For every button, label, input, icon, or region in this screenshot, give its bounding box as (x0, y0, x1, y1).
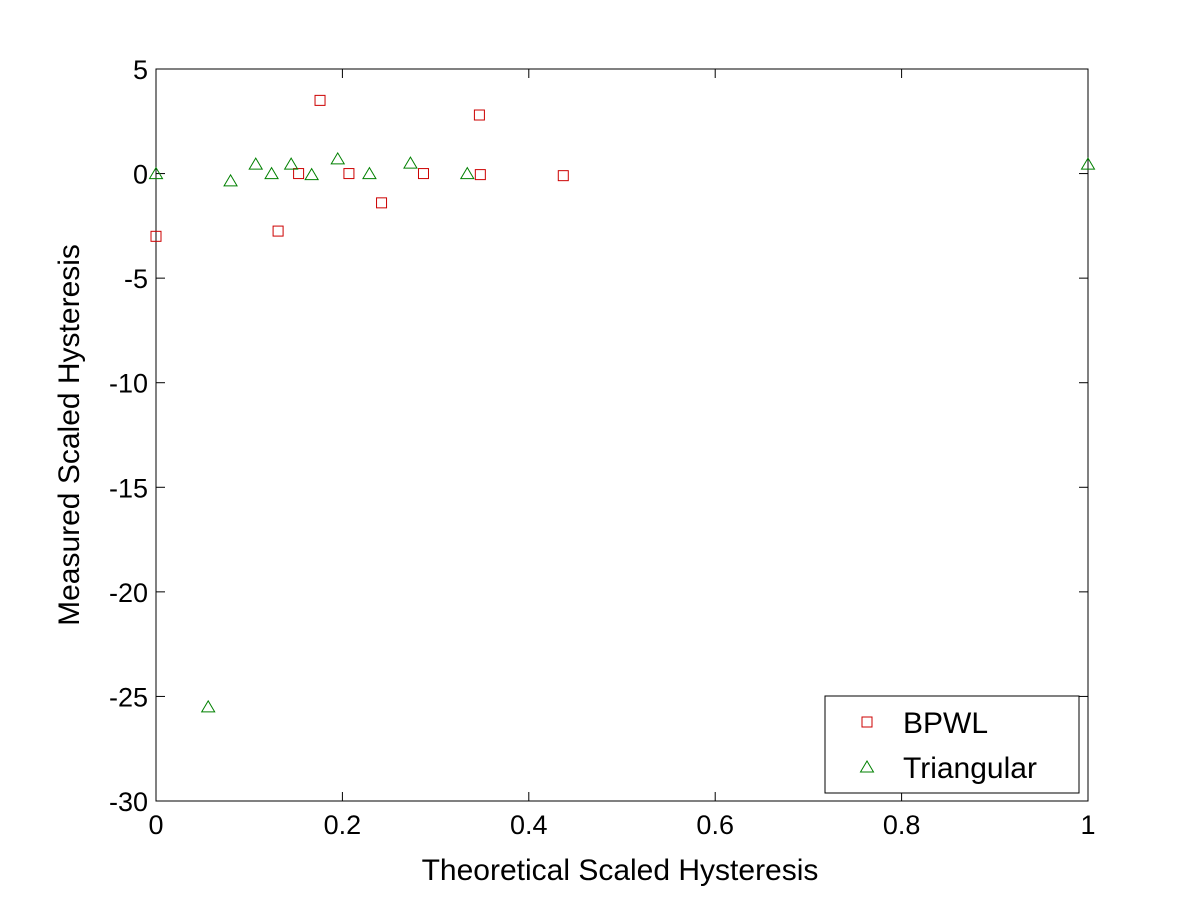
y-tick-label: -5 (124, 264, 148, 294)
bpwl-point (474, 169, 486, 181)
x-tick-label: 1 (1080, 810, 1095, 840)
x-tick-label: 0.8 (883, 810, 921, 840)
y-tick-label: -20 (109, 578, 148, 608)
y-tick-label: -15 (109, 473, 148, 503)
y-tick-label: -25 (109, 682, 148, 712)
bpwl-point (293, 168, 305, 180)
triangular-point (283, 157, 299, 170)
y-tick-label: 5 (133, 55, 148, 85)
triangular-point (223, 173, 238, 187)
y-tick-label: -10 (109, 369, 148, 399)
triangular-point (330, 151, 346, 165)
triangular-point (264, 166, 279, 180)
legend-triangular-label: Triangular (903, 752, 1037, 785)
triangular-point (1080, 157, 1096, 170)
bpwl-point (473, 109, 485, 121)
triangular-point (248, 157, 264, 170)
triangular-point (148, 166, 164, 180)
legend-triangular-marker (859, 760, 875, 773)
bpwl-point (150, 230, 162, 242)
tick-labels: 0 0.2 0.4 0.6 0.8 1 5 0 -5 -10 -15 -20 -25 -30 (109, 55, 1096, 840)
bpwl-point (376, 197, 388, 209)
y-tick-label: -30 (109, 787, 148, 817)
bpwl-point (314, 94, 326, 106)
y-axis-title: Measured Scaled Hysteresis (53, 244, 86, 626)
triangular-point (362, 166, 377, 180)
bpwl-point (557, 170, 569, 182)
legend-box (824, 695, 1080, 794)
plot-area (155, 68, 1089, 802)
x-tick-label: 0.2 (324, 810, 362, 840)
bpwl-point (343, 168, 355, 180)
triangular-point (304, 167, 320, 181)
bpwl-point (272, 225, 284, 237)
axis-ticks (155, 68, 1089, 802)
bpwl-point (417, 168, 429, 180)
data-markers (148, 94, 1096, 713)
triangular-point (459, 166, 475, 180)
x-axis-title: Theoretical Scaled Hysteresis (422, 854, 819, 887)
y-tick-label: 0 (133, 160, 148, 190)
x-tick-label: 0 (148, 810, 163, 840)
x-tick-label: 0.4 (510, 810, 548, 840)
triangular-point (200, 699, 216, 713)
x-tick-label: 0.6 (696, 810, 734, 840)
triangular-point (403, 156, 418, 169)
legend: BPWL Triangular (824, 695, 1080, 794)
legend-bpwl-label: BPWL (903, 707, 988, 740)
legend-bpwl-marker (861, 716, 873, 728)
legend-items: BPWL Triangular (859, 707, 1037, 785)
